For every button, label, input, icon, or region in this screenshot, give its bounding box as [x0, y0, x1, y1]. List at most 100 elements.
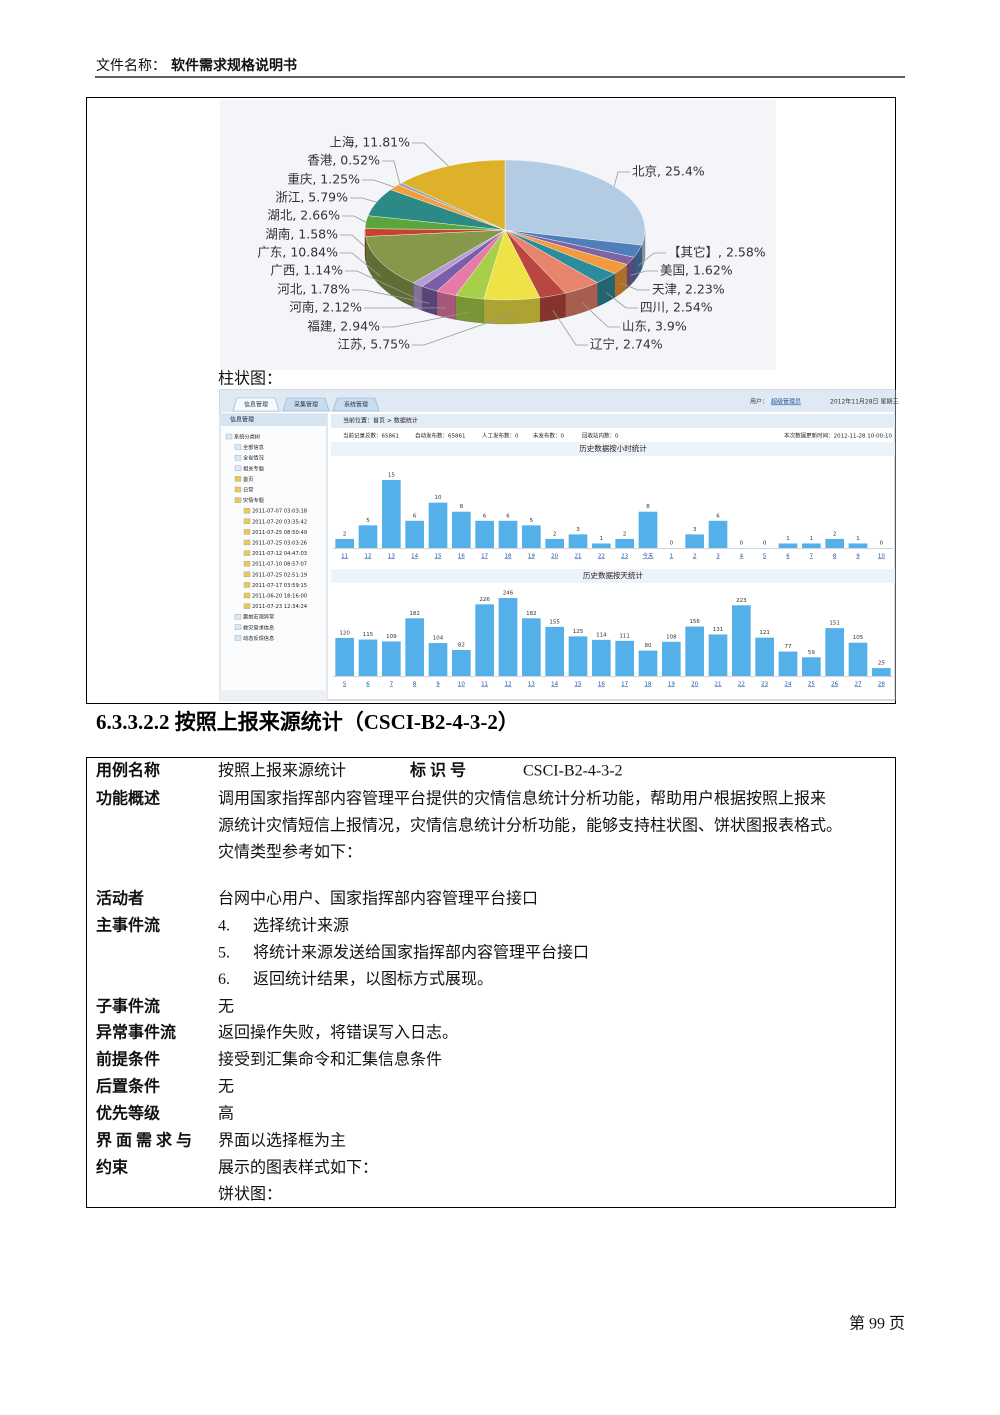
bar	[802, 543, 821, 548]
row-label: 功能概述	[96, 789, 160, 808]
bar	[615, 538, 634, 548]
tree-item: 救灾需求信息	[243, 623, 274, 631]
pie-label: 【其它】, 2.58%	[668, 245, 766, 260]
bar-value: 121	[759, 630, 770, 636]
user-name: 超级管理员	[771, 398, 801, 406]
x-tick-label: 19	[528, 554, 535, 560]
pie-label: 广东, 10.84%	[257, 245, 338, 260]
tree-icon	[234, 614, 242, 620]
pie-leader	[613, 171, 630, 187]
pie-label: 上海, 11.81%	[329, 135, 410, 150]
bar-value: 246	[503, 591, 514, 597]
screenshot-sidebar	[219, 413, 328, 701]
bar	[778, 543, 798, 548]
tree-item: 全省情况	[243, 454, 265, 462]
bar-value: 6	[716, 513, 720, 519]
pie-leader	[350, 197, 377, 203]
x-tick-label: 23	[621, 554, 628, 560]
step-text: 返回统计结果，以图标方式展现。	[253, 970, 493, 988]
pie-leader	[382, 160, 401, 184]
row-label: 子事件流	[96, 997, 160, 1016]
tree-item: 2011-07-07 03:03:18	[252, 509, 307, 515]
tree-icon	[243, 550, 251, 556]
screenshot-topbar	[220, 390, 895, 412]
row-text: 灾情类型参考如下：	[218, 843, 362, 861]
tree-item: 2011-06-20 18:16:00	[252, 594, 307, 600]
tree-item: 全部信息	[243, 443, 264, 451]
row-text: 展示的图表样式如下：	[218, 1158, 378, 1176]
bar	[872, 668, 891, 676]
breadcrumb: 当前位置：首页 > 数据统计	[343, 417, 418, 425]
x-tick-label: 10	[458, 682, 465, 688]
pie-slice	[504, 159, 646, 246]
pie-label: 浙江, 5.79%	[275, 190, 348, 205]
x-tick-label: 18	[505, 554, 512, 560]
row-label: 异常事件流	[96, 1023, 176, 1042]
tree-icon	[243, 603, 251, 609]
row-label: 用例名称	[96, 761, 160, 780]
bar	[638, 511, 658, 548]
stat: 人工发布数：0	[482, 432, 519, 440]
x-tick-label: 2	[693, 554, 697, 560]
x-tick-label: 11	[481, 682, 488, 688]
bar	[778, 651, 798, 676]
bar	[405, 618, 424, 676]
bar-value: 3	[693, 527, 697, 533]
bar-value: 0	[763, 541, 767, 547]
tree-icon	[234, 635, 242, 641]
pie-slice-side	[455, 295, 484, 324]
bar-value: 125	[573, 629, 584, 635]
x-tick-label: 13	[528, 682, 535, 688]
bar	[498, 598, 518, 676]
bar	[522, 618, 541, 676]
bar-value: 131	[713, 627, 724, 633]
tab	[232, 397, 280, 412]
sidebar-scrollbar	[220, 690, 327, 700]
bar-value: 0	[880, 541, 884, 547]
tree-item: 2011-07-20 03:35:42	[252, 519, 307, 525]
tree-icon	[243, 529, 251, 535]
row-text: 台网中心用户、国家指挥部内容管理平台接口	[218, 890, 538, 908]
usecase-table-frame	[86, 757, 896, 1208]
stat: 当前记录总数：65861	[343, 432, 399, 440]
x-tick-label: 11	[341, 554, 348, 560]
tree-item: 2011-07-25 08:50:49	[252, 530, 307, 536]
bar	[825, 538, 844, 548]
bar-value: 0	[740, 541, 744, 547]
pie-leader	[362, 179, 395, 188]
bar	[452, 650, 471, 676]
bar-value: 0	[670, 541, 674, 547]
x-tick-label: 22	[598, 554, 605, 560]
page-number: 第 99 页	[849, 1315, 905, 1333]
bar-value: 3	[576, 527, 580, 533]
pie-label: 天津, 2.23%	[652, 282, 725, 297]
tree-item: 灾情专题	[243, 496, 264, 504]
tree-item: 相关专题	[243, 464, 264, 472]
bar	[475, 604, 494, 676]
stat: 未发布数：0	[533, 432, 565, 440]
x-tick-label: 17	[481, 554, 488, 560]
x-tick-label: 14	[411, 554, 418, 560]
x-tick-label: 15	[435, 554, 442, 560]
pie-slice	[401, 159, 506, 231]
tree-item: 2011-07-17 03:59:15	[252, 583, 307, 589]
pie-leader	[342, 215, 367, 223]
x-tick-label: 4	[740, 554, 744, 560]
pie-label: 重庆, 1.25%	[287, 172, 360, 187]
row-text: 接受到汇集命令和汇集信息条件	[218, 1051, 442, 1069]
x-tick-label: 21	[715, 682, 722, 688]
tree-item: 动态反馈信息	[243, 634, 274, 642]
row-label: 后置条件	[96, 1077, 160, 1096]
row-label: 优先等级	[96, 1104, 161, 1123]
bar	[358, 525, 378, 548]
bar-value: 155	[549, 619, 560, 625]
sidebar-title: 信息管理	[230, 416, 254, 424]
pie-label: 山东, 3.9%	[622, 319, 687, 334]
pie-leader	[340, 234, 366, 248]
bar-value: 8	[460, 504, 464, 510]
row-label: 主事件流	[96, 916, 160, 935]
bar	[475, 520, 494, 548]
bar	[545, 538, 564, 548]
bar-value: 25	[878, 661, 885, 667]
x-tick-label: 9	[436, 682, 440, 688]
